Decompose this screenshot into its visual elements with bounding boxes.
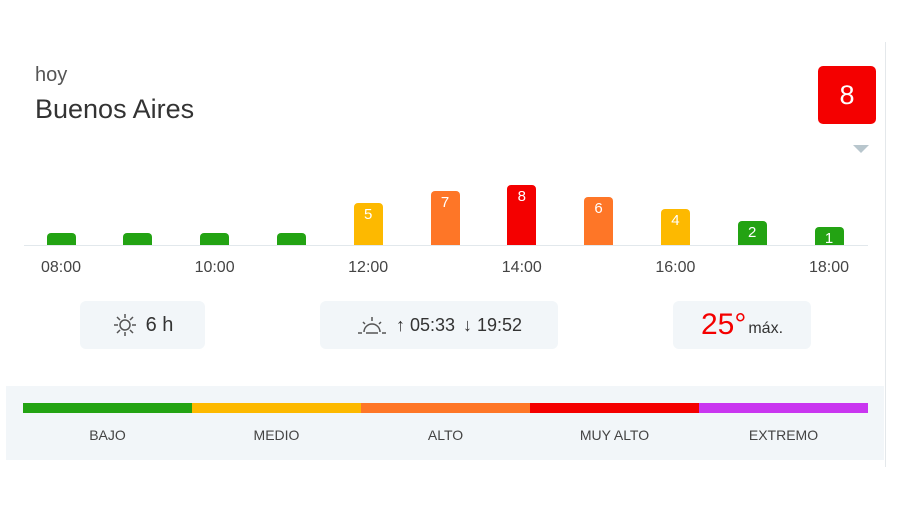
uv-bar: 4 xyxy=(660,209,690,245)
x-tick-label: 08:00 xyxy=(40,259,82,276)
max-temp-pill: 25° máx. xyxy=(673,301,811,349)
scale-label: MEDIO xyxy=(253,427,300,443)
sunrise-icon xyxy=(357,317,386,334)
scale-segment xyxy=(699,403,868,413)
uv-bar: 8 xyxy=(507,185,537,245)
scale-segment xyxy=(23,403,192,413)
uv-bar xyxy=(46,233,76,245)
x-tick-label: 12:00 xyxy=(348,259,389,276)
bar-value-label: 5 xyxy=(364,206,373,223)
current-uv-badge: 8 xyxy=(818,66,876,124)
uv-bar: 7 xyxy=(430,191,460,245)
uv-bar xyxy=(276,233,306,245)
scale-label: BAJO xyxy=(89,427,126,443)
x-tick-label: 14:00 xyxy=(501,259,542,276)
uv-bar xyxy=(123,233,153,245)
max-temp: 25° xyxy=(700,308,747,341)
sunset-time: ↓ 19:52 xyxy=(463,314,523,335)
uv-bar xyxy=(200,233,230,245)
x-tick-label: 16:00 xyxy=(655,259,696,276)
sun-icon xyxy=(113,314,136,336)
uv-scale-legend xyxy=(6,386,884,460)
chart-baseline xyxy=(24,245,868,246)
scale-label: ALTO xyxy=(427,427,464,443)
sun-hours-pill: 6 h xyxy=(80,301,205,349)
city-name: Buenos Aires xyxy=(35,94,195,124)
sunrise-time: ↑ 05:33 xyxy=(395,314,455,335)
uv-bar: 1 xyxy=(814,227,844,247)
bar-value-label: 2 xyxy=(748,224,757,241)
scale-segment xyxy=(192,403,361,413)
sun-times-pill: ↑ 05:33 ↓ 19:52 xyxy=(320,301,558,349)
scale-segment xyxy=(530,403,699,413)
day-label: hoy xyxy=(35,64,68,86)
bar-value-label: 8 xyxy=(517,188,526,205)
caret-down-icon[interactable] xyxy=(853,145,869,153)
max-label: máx. xyxy=(748,320,784,337)
sun-hours: 6 h xyxy=(145,313,174,336)
scale-segment xyxy=(361,403,530,413)
x-tick-label: 18:00 xyxy=(808,259,850,276)
bar-value-label: 7 xyxy=(440,194,450,211)
x-tick-label: 10:00 xyxy=(194,259,235,276)
bar-value-label: 6 xyxy=(594,200,603,217)
bar-value-label: 1 xyxy=(824,230,834,247)
uv-bar: 5 xyxy=(353,203,383,245)
uv-bar: 6 xyxy=(584,197,614,245)
uv-bar: 2 xyxy=(737,221,767,245)
bar-value-label: 4 xyxy=(671,212,680,229)
scale-label: EXTREMO xyxy=(748,427,819,443)
scale-label: MUY ALTO xyxy=(579,427,650,443)
